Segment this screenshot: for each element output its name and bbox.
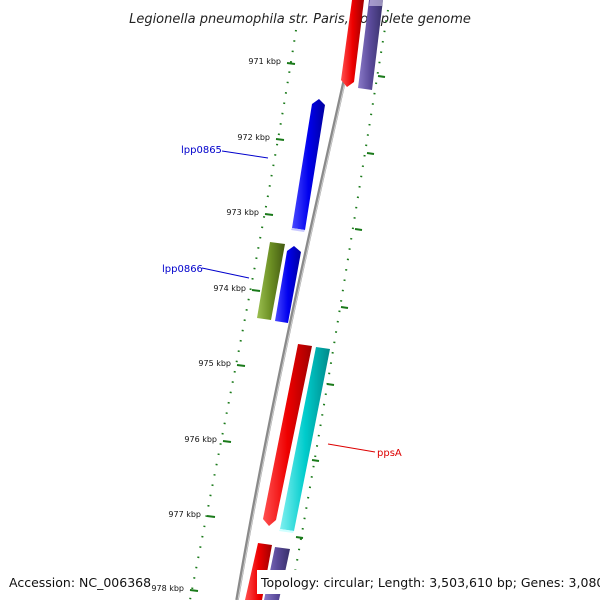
kbp-tick-label: 976 kbp bbox=[184, 435, 217, 444]
lpp0866-leader bbox=[201, 267, 250, 279]
kbp-tick-mark bbox=[206, 515, 216, 518]
right-track-ticks bbox=[295, 75, 386, 539]
kbp-tick-label: 971 kbp bbox=[248, 57, 281, 66]
kbp-tick-label: 978 kbp bbox=[151, 584, 184, 593]
kbp-tick-mark bbox=[236, 364, 246, 367]
right-dotted-track bbox=[289, 9, 389, 600]
gene-label-lpp0865[interactable]: lpp0865 bbox=[181, 145, 222, 156]
feature-lpp0865 bbox=[292, 99, 325, 230]
kbp-tick-mark bbox=[286, 62, 296, 65]
kbp-tick-label: 973 kbp bbox=[226, 208, 259, 217]
feature-top-red bbox=[341, 0, 364, 87]
footer-accession: Accession: NC_006368 bbox=[9, 575, 151, 590]
footer-topology: Topology: circular; Length: 3,503,610 bp… bbox=[260, 575, 600, 590]
map-title: Legionella pneumophila str. Paris, compl… bbox=[129, 12, 471, 27]
feature-top-purple bbox=[358, 0, 383, 90]
ppsA-leader bbox=[327, 443, 376, 453]
kbp-tick-mark bbox=[251, 289, 261, 292]
feature-cyan bbox=[280, 347, 330, 531]
kbp-tick-mark bbox=[264, 213, 274, 216]
kbp-tick-label: 972 kbp bbox=[237, 133, 270, 142]
kbp-tick-label: 974 kbp bbox=[213, 284, 246, 293]
gene-label-lpp0866[interactable]: lpp0866 bbox=[162, 264, 203, 275]
kbp-tick-label: 975 kbp bbox=[198, 359, 231, 368]
kbp-tick-mark bbox=[189, 589, 199, 592]
footer-topology-bg bbox=[257, 570, 597, 594]
feature-olive bbox=[257, 242, 285, 320]
tick-group: 971 kbp 972 kbp 973 kbp 974 kbp 975 kbp 976 k… bbox=[151, 57, 296, 593]
feature-ppsA bbox=[263, 344, 312, 526]
feature-lpp0865-edge bbox=[291, 228, 305, 232]
lpp0865-leader bbox=[221, 150, 269, 159]
kbp-tick-mark bbox=[222, 440, 232, 443]
feature-lpp0866 bbox=[275, 246, 301, 323]
gene-label-ppsA[interactable]: ppsA bbox=[377, 448, 402, 459]
feature-top-purple-cap bbox=[369, 0, 383, 6]
feature-cyan-edge bbox=[279, 529, 294, 533]
genome-backbone-highlight bbox=[237, 0, 364, 600]
kbp-tick-mark bbox=[275, 138, 285, 141]
kbp-tick-label: 977 kbp bbox=[168, 510, 201, 519]
